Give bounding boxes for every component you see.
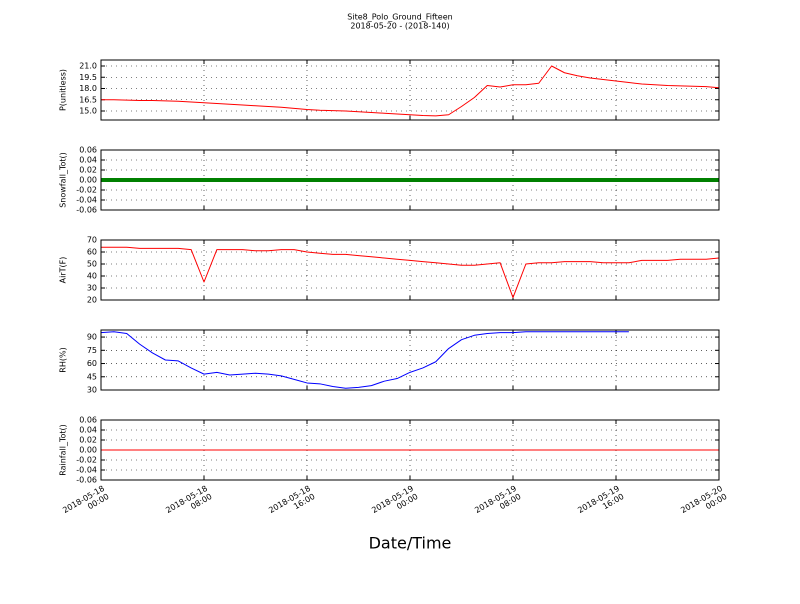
plot-frame <box>100 239 720 301</box>
plot-frame <box>100 149 720 211</box>
y-tick-label: 50 <box>87 260 97 269</box>
y-tick-label: 40 <box>87 272 97 281</box>
x-tick-label: 2018-05-1800:00 <box>61 484 110 523</box>
x-axis-label: Date/Time <box>369 534 452 553</box>
y-tick-label: 90 <box>87 333 97 342</box>
y-tick-label: -0.06 <box>76 206 97 215</box>
y-axis-label: Rainfall_Tot() <box>59 424 68 476</box>
y-tick-label: 30 <box>87 284 97 293</box>
y-tick-label: 30 <box>87 386 97 395</box>
y-tick-label: 0.00 <box>79 446 97 455</box>
y-tick-label: -0.04 <box>76 196 97 205</box>
x-tick-label: 2018-05-1816:00 <box>267 484 316 523</box>
y-tick-label: -0.04 <box>76 466 97 475</box>
x-tick-label: 2018-05-1916:00 <box>576 484 625 523</box>
y-tick-label: 15.0 <box>79 107 97 116</box>
y-tick-label: 16.5 <box>79 95 97 104</box>
data-line <box>101 65 720 117</box>
y-axis-label: RH(%) <box>59 347 68 372</box>
y-axis-label: Snowfall_Tot() <box>59 152 68 208</box>
y-tick-label: 60 <box>87 248 97 257</box>
x-tick-label: 2018-05-2000:00 <box>679 484 728 523</box>
plot-frame <box>100 59 720 121</box>
plot-frame <box>100 329 720 391</box>
y-axis-label: P(unitless) <box>59 69 68 111</box>
data-line <box>100 331 629 389</box>
x-tick-label: 2018-05-1900:00 <box>370 484 419 523</box>
y-tick-label: 18.0 <box>79 84 97 93</box>
y-tick-label: 19.5 <box>79 73 97 82</box>
y-tick-label: 0.06 <box>79 416 97 425</box>
y-tick-label: 0.02 <box>79 436 97 445</box>
y-tick-label: 20 <box>87 296 97 305</box>
data-line <box>101 246 720 299</box>
x-tick-label: 2018-05-1808:00 <box>164 484 213 523</box>
y-tick-label: 0.04 <box>79 156 97 165</box>
x-tick-label: 2018-05-1908:00 <box>473 484 522 523</box>
y-tick-label: 0.00 <box>79 176 97 185</box>
y-tick-label: 0.06 <box>79 146 97 155</box>
y-tick-label: -0.02 <box>76 186 97 195</box>
y-tick-label: 60 <box>87 359 97 368</box>
y-tick-label: 0.02 <box>79 166 97 175</box>
y-tick-label: 21.0 <box>79 62 97 71</box>
plot-frame <box>100 419 720 481</box>
y-tick-label: 45 <box>87 372 97 381</box>
y-tick-label: 70 <box>87 236 97 245</box>
y-tick-label: -0.06 <box>76 476 97 485</box>
chart-subtitle: 2018-05-20 - (2018-140) <box>350 22 449 31</box>
chart-title: Site8_Polo_Ground_Fifteen <box>347 13 452 22</box>
y-tick-label: -0.02 <box>76 456 97 465</box>
y-axis-label: AirT(F) <box>59 257 68 284</box>
y-tick-label: 75 <box>87 346 97 355</box>
y-tick-label: 0.04 <box>79 426 97 435</box>
